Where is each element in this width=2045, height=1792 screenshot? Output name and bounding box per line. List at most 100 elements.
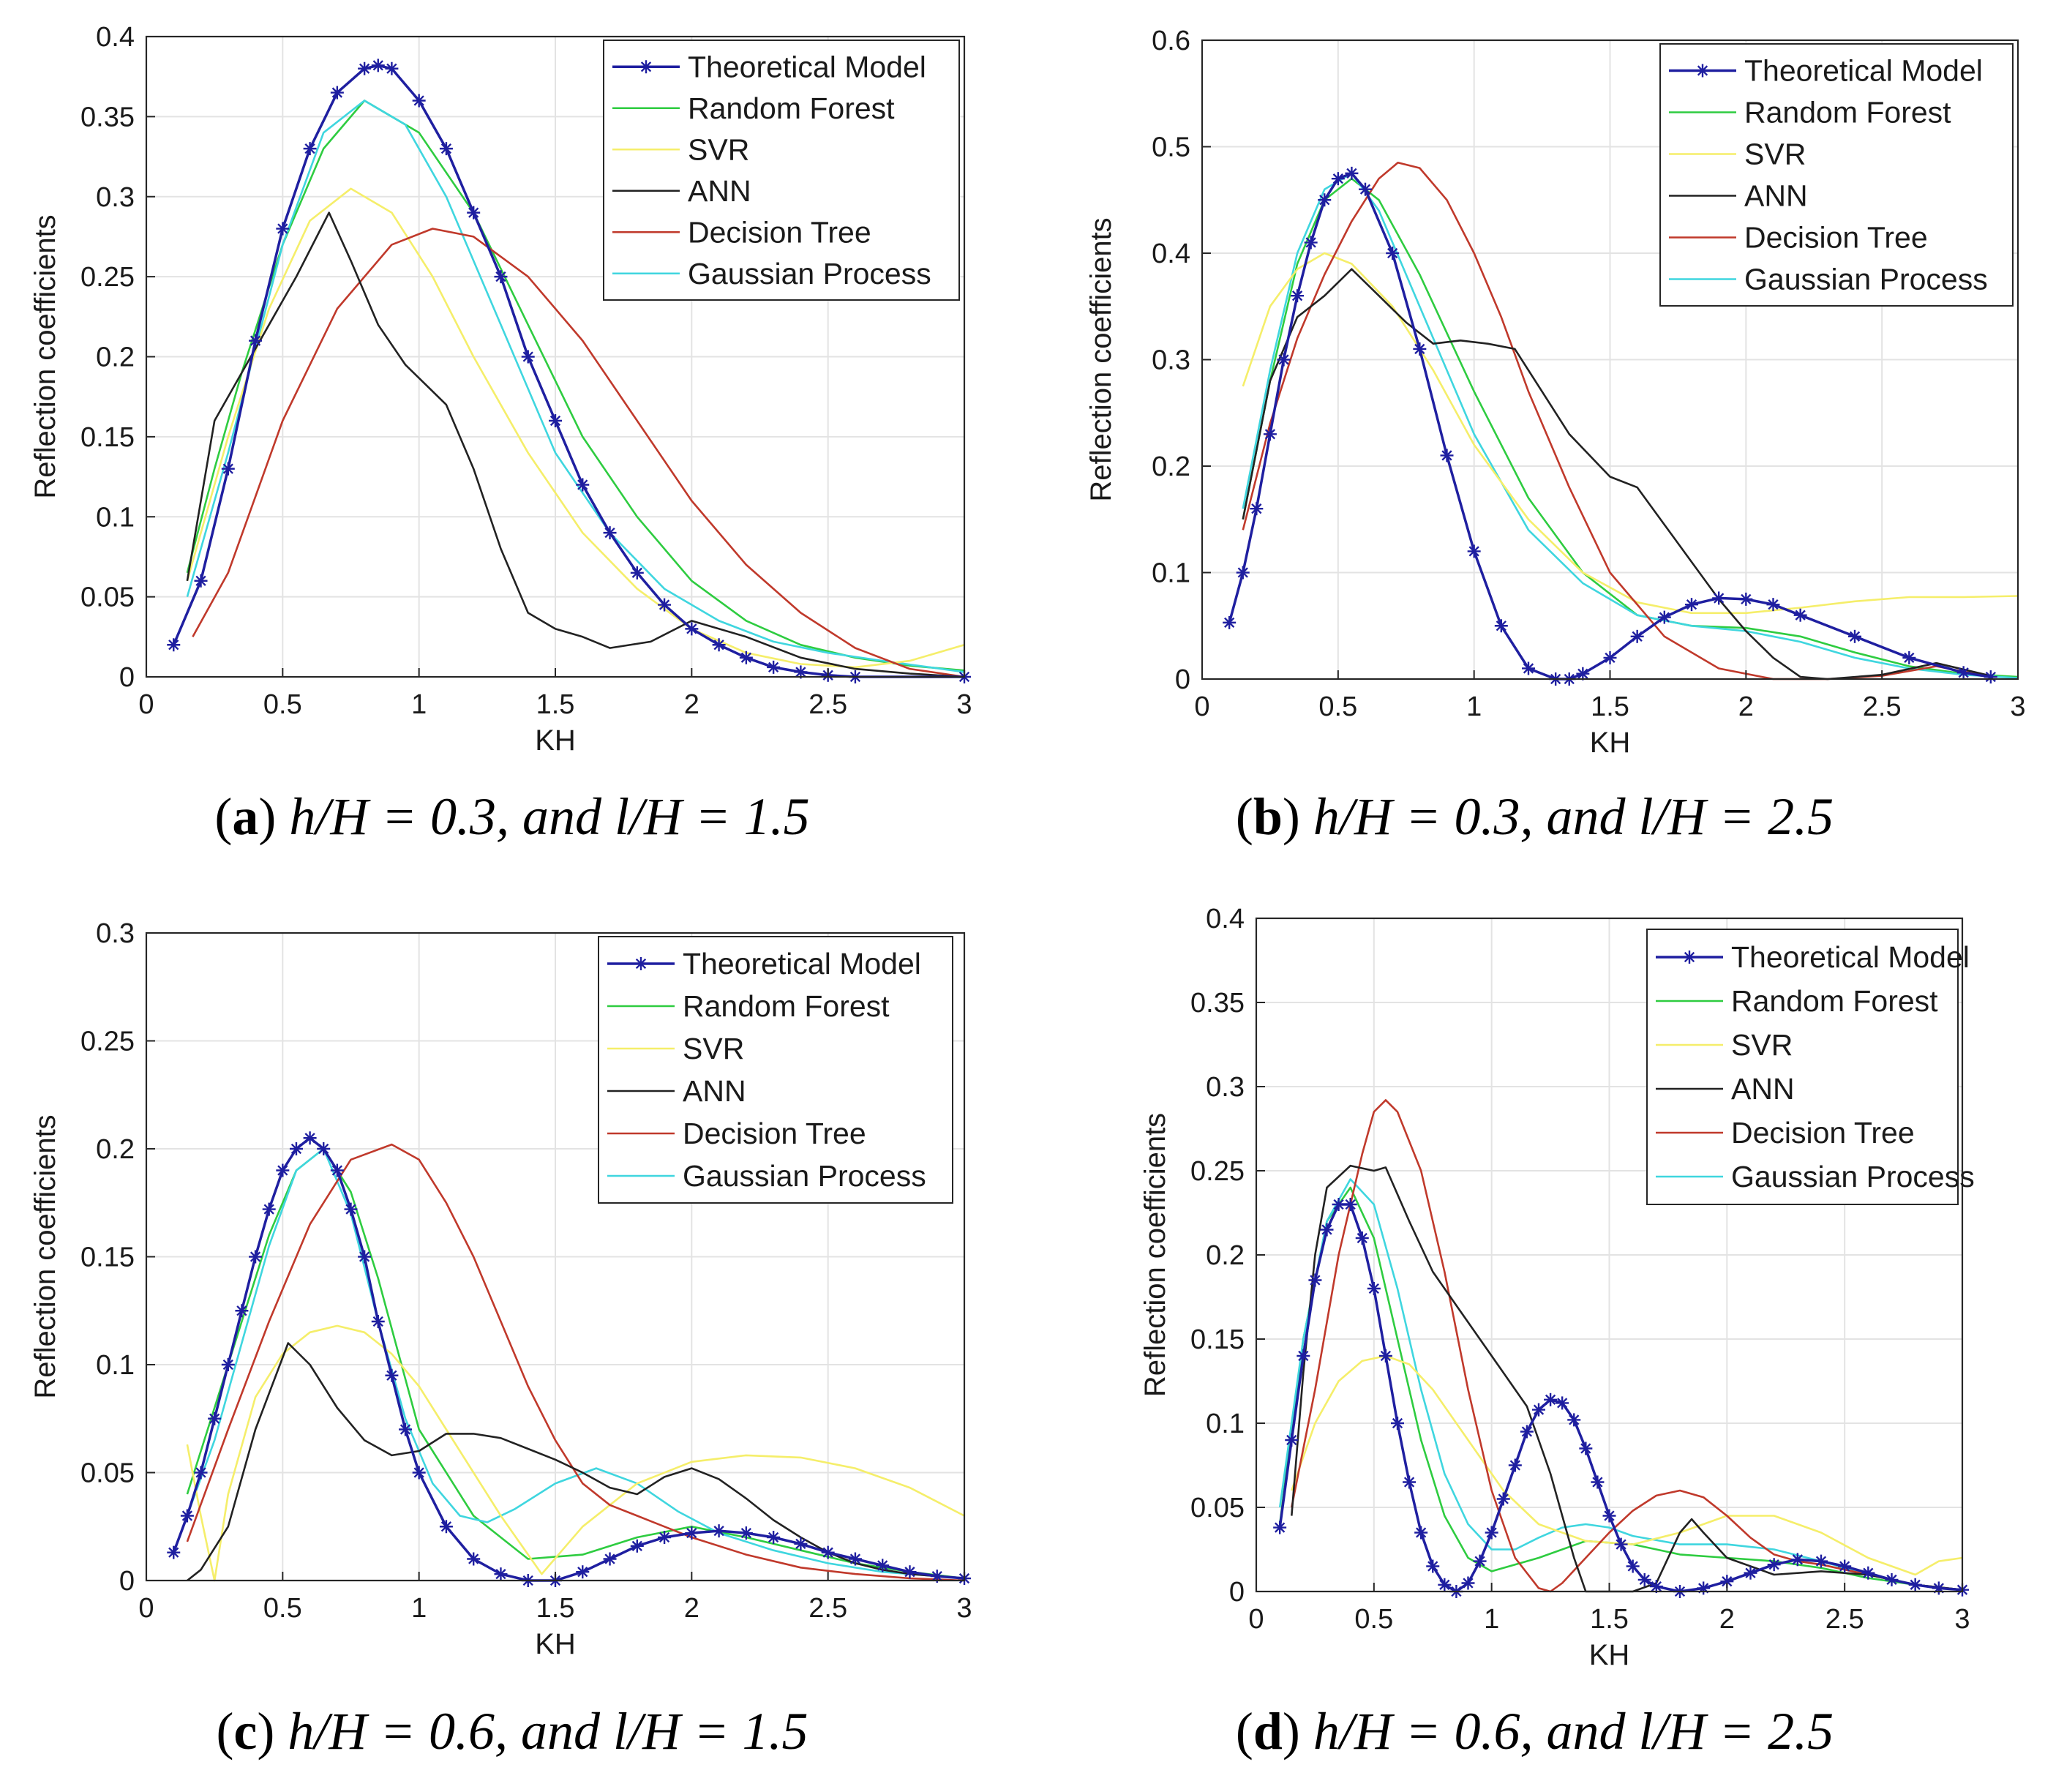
ytick-label-c-5: 0.25 bbox=[80, 1027, 135, 1057]
theoretical-marker-d-10 bbox=[1391, 1417, 1404, 1430]
legend-box-b bbox=[1659, 43, 2014, 307]
theoretical-marker-a-6 bbox=[330, 86, 344, 100]
legend-marker-a bbox=[639, 60, 653, 74]
legend-a: Theoretical Model Random Forest SVR ANN Deci… bbox=[603, 40, 960, 301]
theoretical-marker-a-5 bbox=[303, 142, 317, 156]
xlabel-c: KH bbox=[535, 1628, 576, 1660]
theoretical-marker-d-42 bbox=[1885, 1572, 1899, 1586]
caption-c-letter: c bbox=[233, 1702, 258, 1761]
theoretical-marker-b-9 bbox=[1345, 166, 1359, 180]
xtick-label-c-5: 2.5 bbox=[808, 1593, 847, 1624]
theoretical-marker-d-25 bbox=[1567, 1413, 1581, 1427]
legend-label-a-random-forest: Random Forest bbox=[688, 91, 895, 125]
legend-b: Theoretical Model Random Forest SVR ANN Deci… bbox=[1659, 43, 2014, 307]
theoretical-marker-d-30 bbox=[1626, 1559, 1640, 1573]
ytick-label-d-1: 0.05 bbox=[1190, 1493, 1245, 1523]
legend-label-c-theoretical-model: Theoretical Model bbox=[683, 947, 921, 981]
legend-c: Theoretical Model Random Forest SVR ANN Deci… bbox=[598, 936, 953, 1204]
series-line-b-svr bbox=[1242, 252, 2019, 615]
theoretical-marker-a-19 bbox=[658, 598, 672, 612]
theoretical-marker-a-1 bbox=[194, 574, 208, 588]
caption-a: (a) h/H = 0.3, and l/H = 1.5 bbox=[214, 787, 810, 846]
ytick-label-b-4: 0.4 bbox=[1152, 239, 1190, 269]
ytick-label-d-4: 0.2 bbox=[1206, 1240, 1245, 1271]
series-line-d-svr bbox=[1291, 1354, 1963, 1576]
xtick-label-c-4: 2 bbox=[684, 1593, 699, 1624]
theoretical-marker-d-27 bbox=[1591, 1475, 1605, 1489]
ylabel-a: Reflection coefficients bbox=[29, 214, 61, 498]
chart-panel-a: 0 0.5 1 1.5 2 2.5 3 0 0.05 0.1 0.15 0.2 0.25 0.3 0.35 0… bbox=[0, 0, 1024, 856]
theoretical-marker-d-28 bbox=[1602, 1509, 1616, 1523]
theoretical-marker-b-30 bbox=[1956, 666, 1970, 680]
theoretical-marker-c-31 bbox=[767, 1531, 781, 1544]
theoretical-marker-c-26 bbox=[630, 1539, 644, 1553]
theoretical-marker-c-18 bbox=[412, 1466, 426, 1480]
series-line-a-svr bbox=[186, 187, 965, 669]
theoretical-marker-c-32 bbox=[794, 1537, 808, 1551]
series-line-d-gaussian-process bbox=[1278, 1178, 1963, 1591]
xtick-label-d-6: 3 bbox=[1954, 1604, 1970, 1635]
ytick-label-c-4: 0.2 bbox=[96, 1134, 135, 1165]
caption-a-text: h/H = 0.3, and l/H = 1.5 bbox=[289, 787, 810, 846]
theoretical-marker-b-20 bbox=[1603, 651, 1617, 664]
ylabel-b: Reflection coefficients bbox=[1085, 217, 1117, 501]
ytick-label-c-1: 0.05 bbox=[80, 1458, 135, 1489]
legend-label-a-theoretical-model: Theoretical Model bbox=[688, 50, 926, 83]
chart-b-svg: 0 0.5 1 1.5 2 2.5 3 0 0.1 0.2 0.3 0.4 0.5 0.6 KH Reflec… bbox=[1085, 26, 2026, 759]
theoretical-marker-b-13 bbox=[1440, 449, 1454, 462]
theoretical-marker-b-7 bbox=[1318, 193, 1332, 207]
theoretical-marker-c-21 bbox=[494, 1567, 508, 1581]
series-group-b bbox=[1223, 162, 2019, 686]
theoretical-marker-c-12 bbox=[330, 1163, 344, 1177]
caption-b-text: h/H = 0.3, and l/H = 2.5 bbox=[1313, 787, 1834, 846]
theoretical-marker-c-20 bbox=[467, 1552, 481, 1566]
theoretical-marker-c-11 bbox=[317, 1142, 331, 1155]
theoretical-marker-b-3 bbox=[1263, 427, 1277, 441]
theoretical-marker-a-7 bbox=[358, 61, 372, 75]
theoretical-marker-c-15 bbox=[371, 1315, 385, 1328]
legend-label-b-ann: ANN bbox=[1744, 179, 1808, 213]
legend-label-d-ann: ANN bbox=[1731, 1072, 1795, 1106]
theoretical-marker-d-14 bbox=[1438, 1578, 1452, 1592]
legend-box-a bbox=[603, 40, 960, 301]
series-line-a-theoretical-model bbox=[172, 64, 964, 678]
theoretical-marker-d-3 bbox=[1308, 1273, 1322, 1287]
xtick-label-b-5: 2.5 bbox=[1863, 691, 1902, 722]
legend-d: Theoretical Model Random Forest SVR ANN Deci… bbox=[1646, 929, 1975, 1205]
ytick-label-b-5: 0.5 bbox=[1152, 132, 1190, 163]
xtick-label-d-2: 1 bbox=[1484, 1604, 1499, 1635]
caption-a-letter: a bbox=[232, 787, 259, 846]
caption-c-text: h/H = 0.6, and l/H = 1.5 bbox=[288, 1702, 808, 1761]
series-line-b-theoretical-model bbox=[1228, 172, 1992, 681]
theoretical-marker-c-17 bbox=[399, 1422, 413, 1436]
theoretical-marker-c-29 bbox=[712, 1524, 726, 1538]
caption-c: (c) h/H = 0.6, and l/H = 1.5 bbox=[216, 1702, 808, 1761]
theoretical-marker-a-17 bbox=[603, 526, 617, 540]
xtick-label-b-2: 1 bbox=[1466, 691, 1482, 722]
theoretical-marker-d-8 bbox=[1367, 1282, 1381, 1295]
theoretical-marker-d-21 bbox=[1520, 1425, 1534, 1439]
theoretical-marker-b-25 bbox=[1739, 592, 1753, 606]
caption-b-letter: b bbox=[1253, 787, 1283, 846]
ytick-label-c-3: 0.15 bbox=[80, 1242, 135, 1273]
theoretical-marker-c-3 bbox=[208, 1412, 222, 1425]
chart-panel-b: 0 0.5 1 1.5 2 2.5 3 0 0.1 0.2 0.3 0.4 0.5 0.6 KH Reflec… bbox=[1024, 0, 2045, 856]
xtick-label-b-6: 3 bbox=[2010, 691, 2025, 722]
series-line-a-gaussian-process bbox=[186, 100, 965, 673]
theoretical-marker-b-4 bbox=[1277, 353, 1291, 367]
theoretical-marker-c-0 bbox=[167, 1545, 181, 1559]
theoretical-marker-d-26 bbox=[1579, 1442, 1593, 1455]
legend-marker-b bbox=[1696, 64, 1709, 78]
ytick-label-a-5: 0.25 bbox=[80, 262, 135, 293]
legend-label-c-svr: SVR bbox=[683, 1032, 744, 1065]
xtick-label-c-2: 1 bbox=[411, 1593, 427, 1624]
theoretical-marker-d-23 bbox=[1544, 1392, 1558, 1406]
theoretical-marker-a-18 bbox=[630, 566, 644, 580]
xtick-label-a-4: 2 bbox=[684, 689, 699, 720]
ytick-label-a-6: 0.3 bbox=[96, 182, 135, 213]
series-line-c-gaussian-process bbox=[186, 1147, 965, 1580]
theoretical-marker-c-16 bbox=[385, 1368, 399, 1382]
theoretical-marker-a-16 bbox=[576, 478, 590, 492]
legend-label-c-gaussian-process: Gaussian Process bbox=[683, 1159, 926, 1193]
